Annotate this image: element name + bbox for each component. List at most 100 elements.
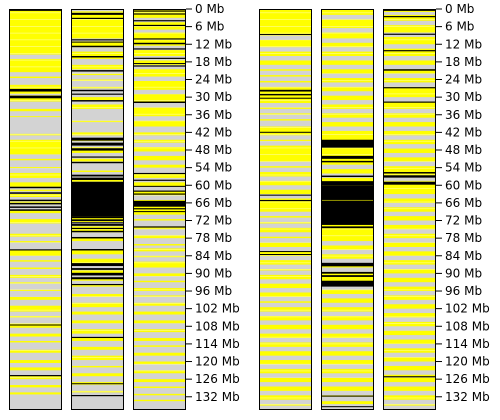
texture-line [71, 262, 124, 264]
gray-segment [259, 217, 312, 222]
texture-line [383, 357, 436, 358]
gray-segment [133, 296, 186, 303]
tick-label: 66 Mb [195, 196, 232, 210]
column-border [9, 9, 62, 410]
tick-label: 114 Mb [195, 337, 240, 351]
gray-segment [383, 335, 436, 340]
gray-segment [71, 376, 124, 383]
black-segment [71, 17, 124, 19]
texture-line [259, 221, 312, 223]
gray-segment [383, 229, 436, 234]
black-segment [71, 268, 124, 270]
black-segment [133, 185, 186, 187]
tick-label: 114 Mb [445, 337, 490, 351]
gray-segment [133, 305, 186, 312]
tick-label: 42 Mb [445, 125, 482, 139]
texture-line [321, 255, 374, 257]
black-segment [383, 69, 436, 71]
gray-segment [133, 126, 186, 133]
texture-line [71, 19, 124, 20]
texture-line [383, 134, 436, 135]
black-segment [133, 13, 186, 15]
gray-segment [133, 195, 186, 200]
black-segment [133, 65, 186, 67]
gray-segment [259, 238, 312, 243]
gray-segment [133, 151, 186, 156]
texture-line [321, 249, 374, 250]
column-border [133, 9, 186, 410]
gray-segment [133, 401, 186, 410]
black-segment [71, 148, 124, 151]
texture-line [133, 262, 186, 264]
texture-line [133, 12, 186, 14]
gray-segment [9, 379, 62, 386]
texture-line [259, 208, 312, 210]
black-segment [383, 87, 436, 89]
black-segment [71, 41, 124, 43]
gray-segment [321, 64, 374, 70]
gray-segment [9, 72, 62, 77]
gray-segment [9, 54, 62, 59]
texture-line [9, 289, 62, 291]
texture-line [383, 269, 436, 270]
texture-line [9, 140, 62, 142]
tick-label: 60 Mb [445, 178, 482, 192]
texture-line [9, 235, 62, 237]
gray-segment [321, 311, 374, 316]
gray-segment [383, 20, 436, 26]
chromosome-column [9, 9, 62, 410]
texture-line [383, 208, 436, 210]
texture-line [9, 12, 62, 14]
gray-segment [259, 302, 312, 308]
gray-segment [259, 399, 312, 405]
texture-line [259, 397, 312, 399]
gray-segment [383, 64, 436, 70]
texture-line [321, 26, 374, 27]
gray-segment [9, 277, 62, 283]
gray-segment [9, 168, 62, 173]
black-segment [321, 262, 374, 267]
gray-segment [321, 293, 374, 299]
gray-segment [383, 73, 436, 79]
gray-segment [383, 370, 436, 375]
gray-segment [259, 264, 312, 269]
texture-line [383, 93, 436, 95]
texture-line [383, 80, 436, 81]
gray-segment [321, 28, 374, 33]
axis-right-group: 0 Mb 6 Mb 12 Mb 18 Mb 24 Mb 30 Mb 36 Mb 42 Mb 48… [436, 2, 490, 404]
gray-segment [383, 238, 436, 243]
gray-segment [9, 317, 62, 324]
texture-line [133, 107, 186, 108]
gray-segment [71, 161, 124, 171]
gray-segment [259, 161, 312, 167]
texture-line [321, 147, 374, 149]
texture-line [133, 228, 186, 230]
gray-segment [383, 399, 436, 405]
gray-segment [71, 232, 124, 239]
black-segment [71, 100, 124, 102]
texture-line [9, 46, 62, 47]
black-segment [9, 375, 62, 377]
texture-line [259, 276, 312, 277]
gray-segment [383, 264, 436, 269]
gray-segment [9, 255, 62, 261]
texture-line [259, 12, 312, 14]
tick-label: 84 Mb [195, 249, 232, 263]
black-segment [383, 33, 436, 35]
gray-segment [133, 346, 186, 353]
gray-segment [259, 270, 312, 275]
texture-line [259, 343, 312, 345]
gray-segment [383, 161, 436, 167]
gray-segment [71, 314, 124, 321]
black-segment [321, 226, 374, 229]
texture-line [9, 194, 62, 196]
texture-line [383, 235, 436, 237]
gray-segment [259, 382, 312, 387]
gray-segment [383, 108, 436, 114]
black-segment [383, 101, 436, 103]
texture-line [71, 303, 124, 304]
texture-line [9, 276, 62, 277]
texture-line [259, 242, 312, 243]
gray-segment [259, 35, 312, 40]
